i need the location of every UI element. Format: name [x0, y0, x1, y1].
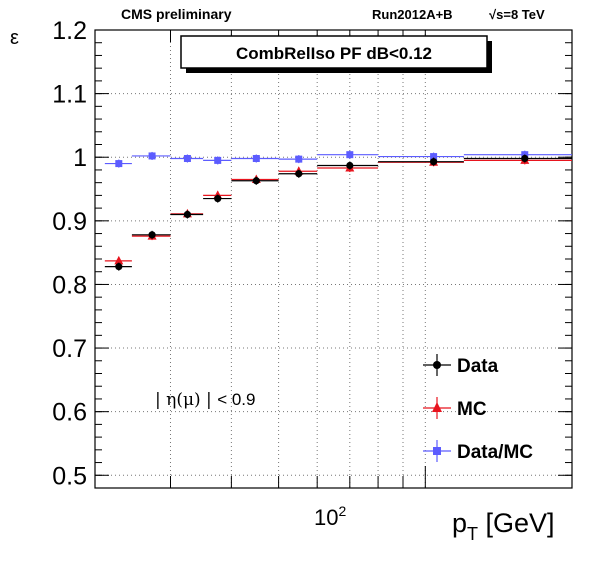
data-point — [317, 150, 379, 159]
data-point — [231, 176, 279, 185]
x-title-p: p — [452, 508, 467, 538]
data-point — [104, 159, 132, 168]
legend-label: Data — [457, 356, 499, 377]
marker-square — [252, 154, 260, 162]
data-point — [170, 210, 204, 219]
marker-triangle — [114, 255, 124, 265]
x-axis-title: pT [GeV] — [452, 508, 555, 544]
marker-circle — [521, 154, 529, 163]
header-cms-label: CMS preliminary — [121, 6, 232, 22]
eta-cut: < 0.9 — [217, 390, 255, 409]
header-energy-sqrt: √s — [489, 7, 503, 22]
data-point — [203, 156, 232, 165]
marker-circle — [183, 210, 192, 219]
marker-circle — [295, 170, 303, 178]
header-run-label: Run2012A+B — [372, 7, 453, 22]
y-tick-label: 0.5 — [52, 462, 87, 490]
y-tick-label: 1.2 — [52, 17, 87, 45]
legend: Data MC Data/MC — [423, 354, 533, 463]
eta-symbol: η(μ) — [166, 390, 201, 410]
x-tick-base: 10 — [314, 505, 338, 530]
y-axis-ticks: 0.5 0.6 0.7 0.8 0.9 1 1.1 1.2 — [52, 17, 572, 490]
header-energy-value: =8 TeV — [503, 7, 545, 22]
y-tick-label: 0.7 — [52, 335, 87, 363]
marker-circle — [115, 263, 123, 271]
legend-item-mc: MC — [423, 397, 487, 420]
data-point — [278, 169, 318, 178]
y-tick-label: 0.8 — [52, 271, 87, 299]
legend-label: Data/MC — [457, 442, 533, 463]
y-tick-label: 0.6 — [52, 399, 87, 427]
y-tick-label: 1.1 — [52, 81, 87, 109]
marker-square — [148, 152, 156, 160]
eta-open-bar: | — [155, 390, 166, 410]
data-point — [378, 157, 464, 166]
data-point — [317, 161, 379, 170]
legend-marker — [432, 402, 442, 412]
legend-item-data-mc: Data/MC — [423, 440, 533, 463]
series-data — [104, 154, 572, 271]
marker-square — [214, 156, 222, 164]
marker-square — [183, 154, 191, 162]
y-tick-label: 1 — [73, 144, 87, 172]
x-tick-exponent: 2 — [338, 503, 346, 519]
x-title-sub: T — [467, 524, 478, 544]
data-point — [463, 154, 572, 163]
marker-square — [430, 153, 438, 161]
series-data-mc — [104, 150, 572, 168]
data-point — [104, 262, 132, 271]
marker-square — [346, 151, 354, 159]
marker-circle — [346, 161, 354, 170]
eta-annotation: | η(μ) | < 0.9 — [155, 390, 255, 410]
data-point — [278, 155, 318, 164]
data-point — [131, 230, 171, 239]
marker-circle — [430, 158, 438, 166]
eta-close-bar: | — [201, 390, 218, 410]
legend-label: MC — [457, 399, 487, 420]
marker-circle — [148, 231, 156, 239]
legend-marker — [433, 447, 441, 455]
data-point — [203, 194, 232, 203]
y-tick-label: 0.9 — [52, 208, 87, 236]
chart-title: CombRelIso PF dB<0.12 — [236, 44, 432, 63]
marker-square — [115, 160, 123, 168]
legend-marker — [433, 361, 441, 369]
x-tick-label-100: 102 — [314, 503, 346, 530]
marker-circle — [214, 194, 222, 203]
title-box — [180, 35, 488, 69]
marker-square — [295, 155, 303, 163]
data-point — [231, 154, 279, 163]
header-energy-label: √s=8 TeV — [489, 7, 545, 22]
data-series — [104, 150, 572, 271]
marker-circle — [252, 177, 260, 185]
y-axis-title: ε — [10, 27, 19, 49]
data-point — [170, 154, 204, 163]
legend-item-data: Data — [423, 354, 499, 377]
x-title-rest: [GeV] — [478, 508, 555, 538]
data-point — [131, 151, 171, 160]
